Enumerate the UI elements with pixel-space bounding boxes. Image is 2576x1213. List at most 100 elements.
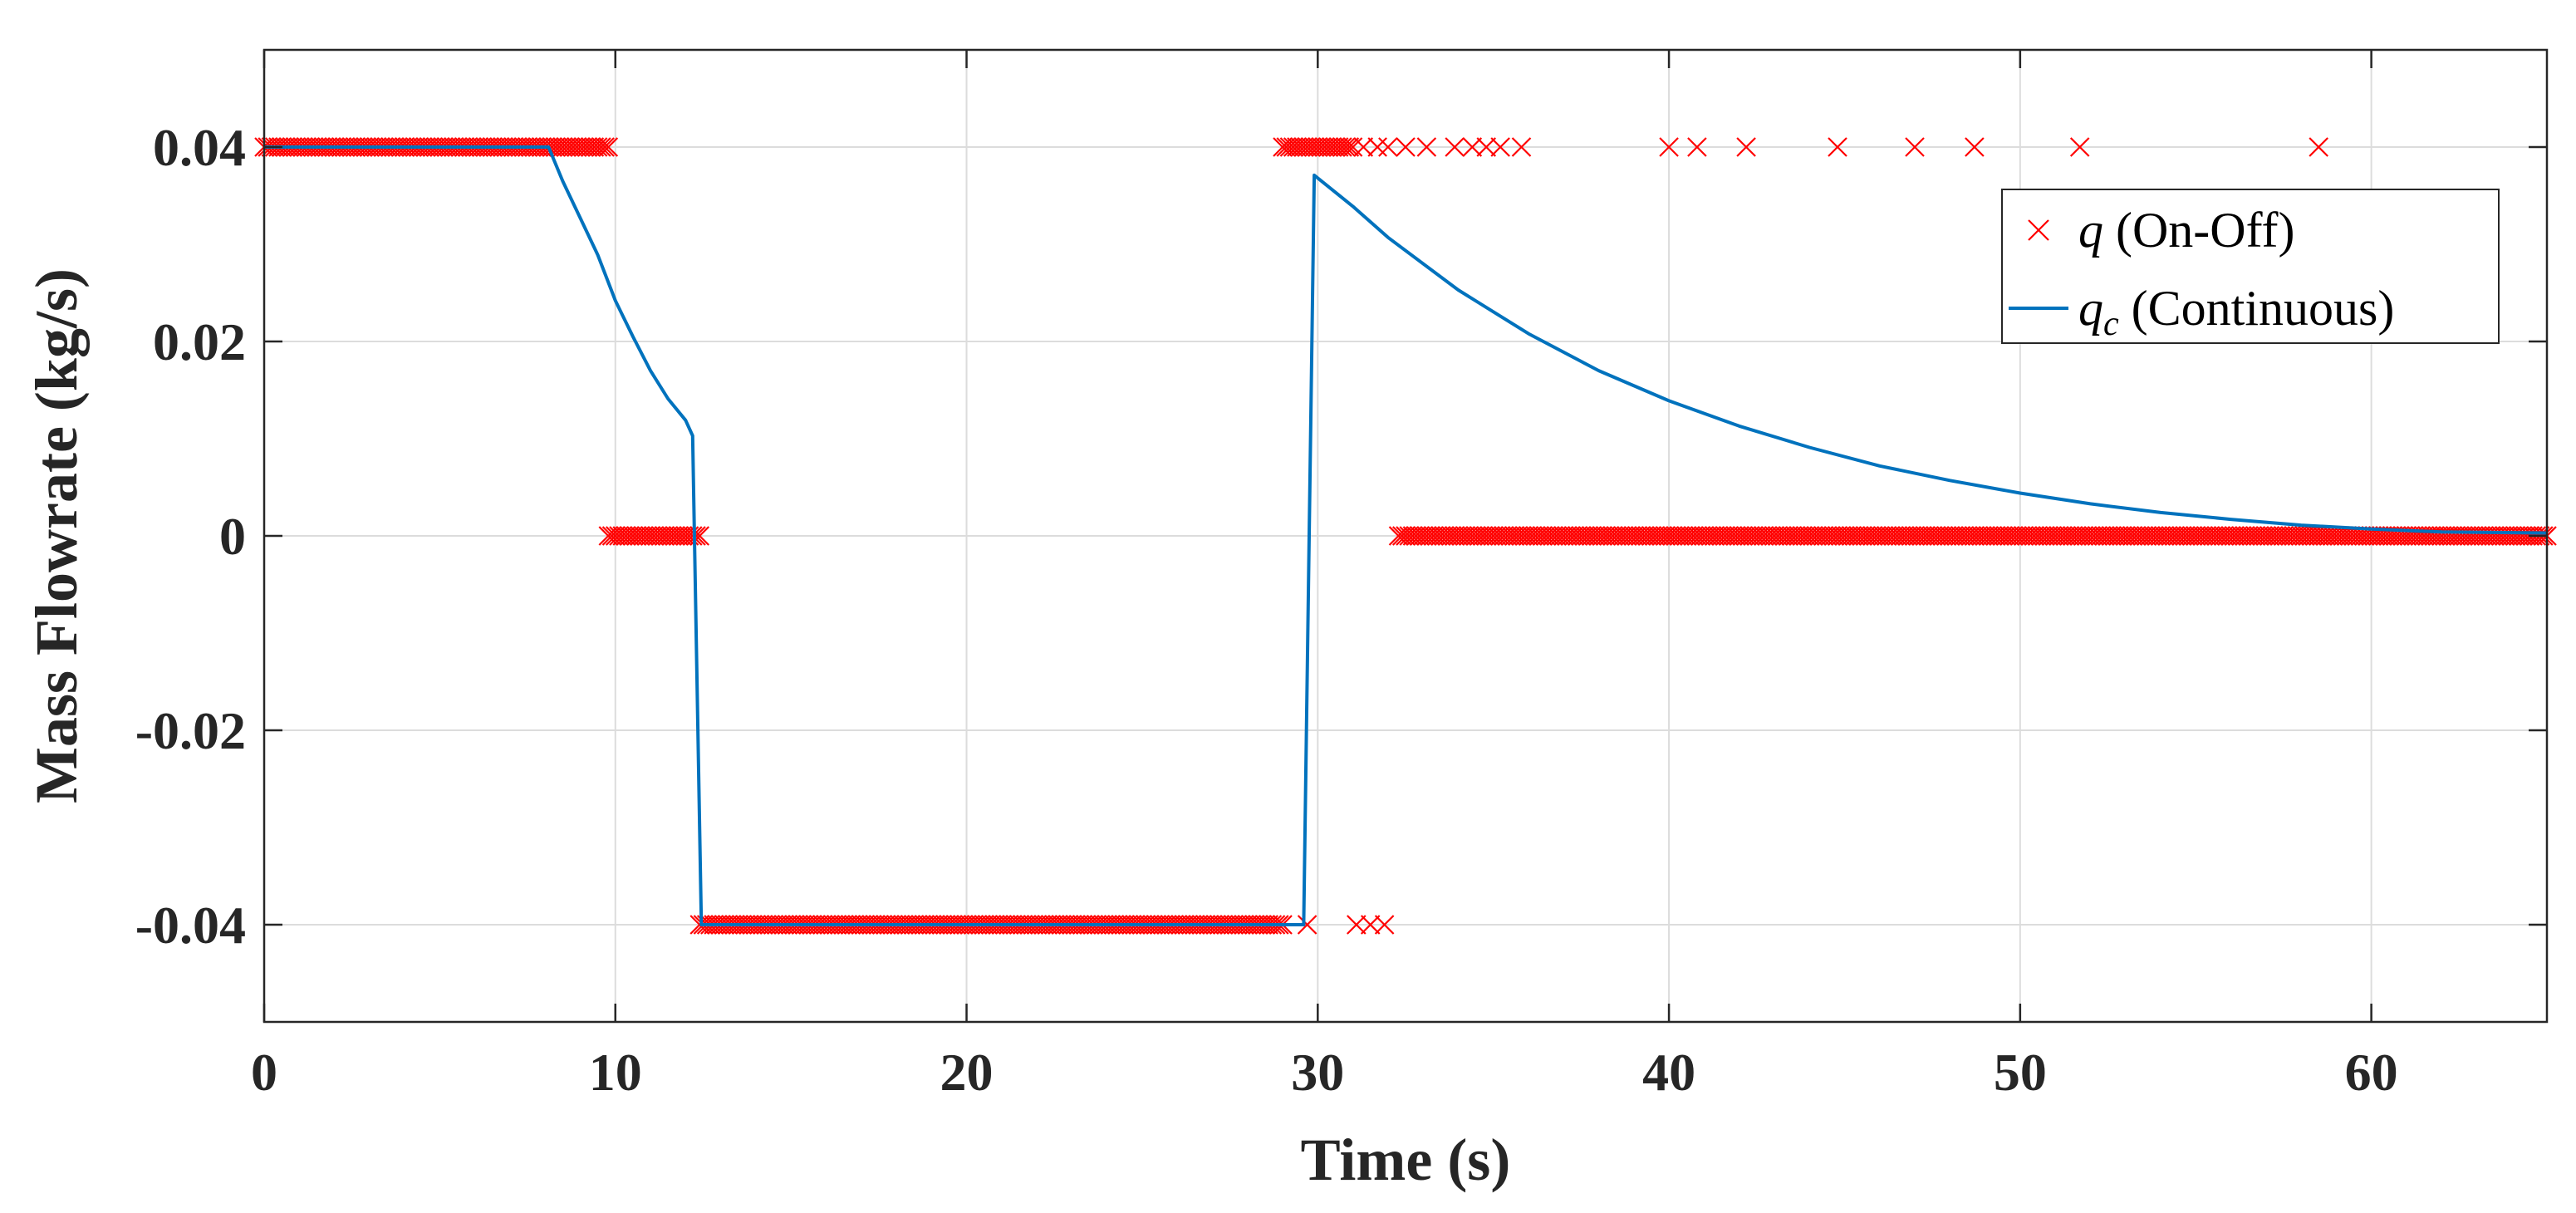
onoff-marker (2498, 526, 2519, 546)
onoff-marker (2168, 526, 2188, 546)
onoff-marker (1736, 137, 1756, 157)
onoff-marker (2165, 526, 2185, 546)
onoff-marker (1497, 526, 1518, 546)
onoff-marker (1957, 526, 1978, 546)
onoff-marker (591, 137, 611, 157)
onoff-marker (2333, 526, 2353, 546)
onoff-marker (1479, 526, 1500, 546)
onoff-marker (2203, 526, 2224, 546)
onoff-marker (1553, 526, 1574, 546)
onoff-marker (1806, 526, 1827, 546)
onoff-marker (2301, 526, 2322, 546)
onoff-marker (2463, 526, 2483, 546)
onoff-marker (1525, 526, 1546, 546)
onoff-marker (1729, 526, 1749, 546)
onoff-marker (2505, 526, 2525, 546)
onoff-marker (1470, 526, 1489, 546)
onoff-marker (1968, 526, 1988, 546)
onoff-marker (2449, 526, 2470, 546)
onoff-marker (2069, 137, 2090, 157)
onoff-marker (1989, 526, 2009, 546)
onoff-marker (1501, 526, 1521, 546)
onoff-marker (1476, 526, 1497, 546)
onoff-marker (1437, 526, 1458, 546)
onoff-marker (689, 915, 710, 935)
onoff-marker (601, 526, 622, 546)
onoff-marker (2428, 526, 2448, 546)
onoff-marker (1283, 137, 1303, 157)
onoff-marker (1862, 526, 1883, 546)
onoff-marker (1891, 526, 1911, 546)
onoff-marker (2137, 526, 2156, 546)
onoff-marker (1610, 526, 1630, 546)
onoff-marker (1455, 526, 1475, 546)
onoff-marker (2491, 526, 2511, 546)
onoff-marker (1568, 526, 1587, 546)
onoff-marker (1391, 526, 1412, 546)
onoff-marker (1462, 137, 1483, 157)
onoff-marker (1360, 915, 1381, 935)
onoff-marker (1487, 526, 1507, 546)
onoff-marker (552, 137, 573, 157)
onoff-marker (2312, 526, 2333, 546)
onoff-marker (1637, 526, 1658, 546)
axis-ticks (263, 50, 2547, 1022)
onoff-marker (2028, 526, 2048, 546)
onoff-marker (2045, 526, 2065, 546)
onoff-marker (2178, 526, 2199, 546)
onoff-marker (2501, 526, 2522, 546)
onoff-marker (1588, 526, 1609, 546)
onoff-marker (1441, 526, 1461, 546)
onoff-marker (2126, 526, 2147, 546)
onoff-marker (2435, 526, 2456, 546)
onoff-marker (1873, 526, 1893, 546)
onoff-marker (1715, 526, 1735, 546)
onoff-marker (1304, 137, 1324, 157)
onoff-marker (1511, 526, 1532, 546)
onoff-marker (581, 137, 601, 157)
onoff-marker (2269, 526, 2290, 546)
onoff-marker (605, 526, 626, 546)
onoff-marker (1673, 526, 1693, 546)
onoff-marker (1708, 526, 1729, 546)
onoff-marker (1528, 526, 1549, 546)
onoff-marker (1311, 137, 1332, 157)
onoff-marker (1342, 137, 1363, 157)
onoff-marker (1764, 526, 1784, 546)
onoff-marker (1690, 526, 1710, 546)
onoff-marker (1736, 526, 1756, 546)
x-tick-label: 60 (2345, 1043, 2398, 1102)
onoff-marker (556, 137, 577, 157)
onoff-marker (2238, 526, 2259, 546)
onoff-marker (2189, 526, 2210, 546)
x-tick-label: 10 (589, 1043, 642, 1102)
onoff-marker (2196, 526, 2216, 546)
onoff-marker (1651, 526, 1672, 546)
onoff-marker (1817, 526, 1838, 546)
onoff-marker (2010, 526, 2030, 546)
onoff-marker (669, 526, 689, 546)
onoff-marker (2129, 526, 2150, 546)
onoff-marker (2305, 526, 2325, 546)
onoff-marker (1476, 137, 1497, 157)
onoff-marker (661, 526, 682, 546)
onoff-marker (2466, 526, 2487, 546)
onoff-marker (1550, 526, 1570, 546)
onoff-marker (2006, 526, 2027, 546)
legend: q (On-Off) qc (Continuous) (2001, 189, 2500, 344)
onoff-marker (2020, 526, 2041, 546)
onoff-marker (1739, 526, 1760, 546)
onoff-marker (2147, 526, 2167, 546)
onoff-marker (2042, 526, 2062, 546)
onoff-marker (1287, 137, 1307, 157)
onoff-marker (2277, 526, 2297, 546)
onoff-marker (2242, 526, 2262, 546)
onoff-marker (2228, 526, 2248, 546)
onoff-marker (1796, 526, 1816, 546)
onoff-marker (1883, 526, 1904, 546)
onoff-marker (2017, 526, 2038, 546)
legend-continuous-symbol: q (2078, 281, 2103, 336)
onoff-marker (644, 526, 665, 546)
onoff-marker (1596, 526, 1616, 546)
onoff-marker (567, 137, 587, 157)
